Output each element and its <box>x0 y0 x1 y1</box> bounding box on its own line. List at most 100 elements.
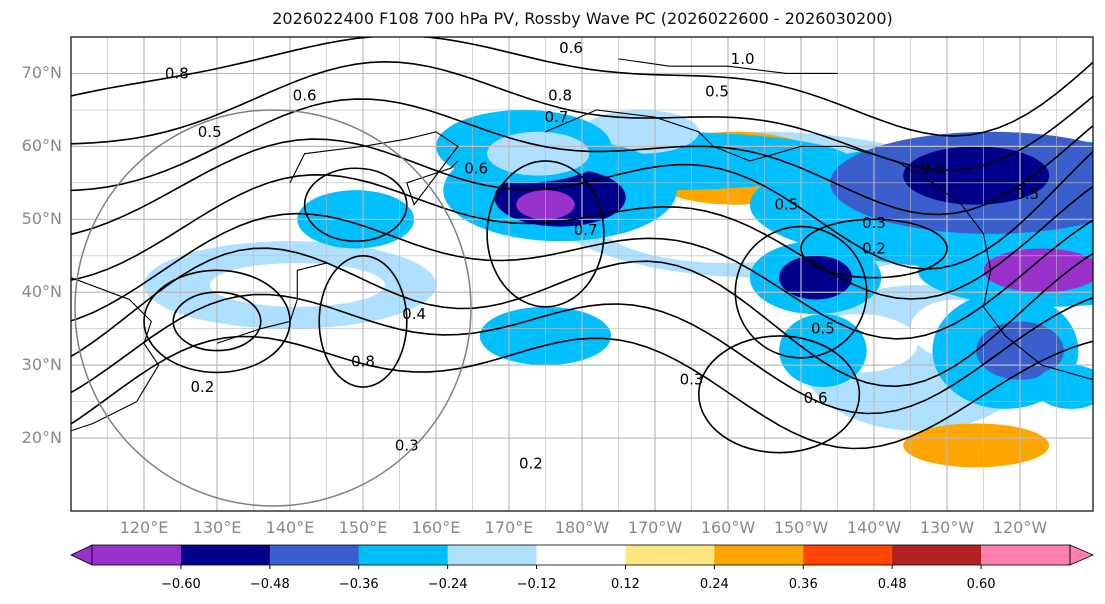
colorbar-tick-label: 0.60 <box>966 577 996 592</box>
pv-closed-contour <box>734 225 868 359</box>
colorbar-bin <box>536 545 626 565</box>
colorbar-bin <box>92 545 182 565</box>
colorbar-bin <box>269 545 360 565</box>
longitude-tick-label: 180°W <box>554 518 610 537</box>
contour-label: 0.5 <box>774 196 798 214</box>
pv-closed-contour <box>486 160 605 308</box>
pv-anomaly-patch <box>903 423 1050 468</box>
pv-contour <box>71 173 1093 300</box>
coastline-segment <box>618 58 838 75</box>
pv-contour <box>71 98 1093 216</box>
colorbar-extend-high <box>1069 544 1095 566</box>
pv-contour <box>71 138 1093 270</box>
pv-anomaly-patch <box>983 248 1093 293</box>
latitude-tick-label: 50°N <box>21 209 62 229</box>
longitude-tick-label: 130°E <box>192 518 242 537</box>
contour-label: 0.8 <box>548 86 572 104</box>
range-ring <box>74 109 472 507</box>
contour-label: 0.7 <box>574 221 598 239</box>
contour-label: 1.0 <box>731 50 755 68</box>
pv-anomaly-patch <box>779 255 853 300</box>
contour-label: 0.7 <box>545 108 569 126</box>
pv-contour <box>71 60 1093 171</box>
longitude-tick-label: 120°E <box>119 518 169 537</box>
contour-label: 0.6 <box>293 86 317 104</box>
contour-label: 0.8 <box>351 353 375 371</box>
colorbar-bin <box>714 545 804 565</box>
colorbar-tick-label: −0.24 <box>427 577 468 592</box>
colorbar-bin <box>447 545 538 565</box>
pv-closed-contour <box>800 218 948 279</box>
contour-label: 0.2 <box>519 455 543 473</box>
contour-label: 0.5 <box>1015 185 1039 203</box>
colorbar-tick-label: −0.12 <box>516 577 557 592</box>
longitude-tick-label: 150°W <box>773 518 829 537</box>
contour-label: 0.3 <box>395 436 419 454</box>
map-frame <box>70 36 1094 512</box>
pv-contour <box>71 293 1093 415</box>
latitude-tick-label: 70°N <box>21 63 62 83</box>
colorbar-bin <box>892 545 982 565</box>
colorbar-bin <box>625 545 715 565</box>
colorbar-tick-label: 0.48 <box>877 577 907 592</box>
colorbar-bin <box>358 545 449 565</box>
longitude-tick-label: 150°E <box>338 518 388 537</box>
contour-label: 0.8 <box>165 64 189 82</box>
latitude-tick-label: 30°N <box>21 355 62 375</box>
longitude-tick-label: 140°W <box>846 518 902 537</box>
colorbar <box>70 544 1095 569</box>
colorbar-tick-label: 0.24 <box>699 577 729 592</box>
contour-label: 0.2 <box>862 239 886 257</box>
contour-label: 0.2 <box>190 378 214 396</box>
latitude-tick-label: 60°N <box>21 136 62 156</box>
pv-closed-contour <box>172 291 262 352</box>
contour-labels: 0.6 1.0 0.8 0.6 0.5 0.8 0.7 0.5 0.6 0.5 0.5 0.5 0.3 0… <box>165 39 1039 473</box>
colorbar-tick-label: −0.60 <box>160 577 201 592</box>
pv-contour <box>71 247 1093 388</box>
contour-label: 0.6 <box>559 39 583 57</box>
colorbar-frame <box>91 544 1071 566</box>
colorbar-bin <box>803 545 893 565</box>
colorbar-bin <box>180 545 271 565</box>
colorbar-bin <box>981 545 1071 565</box>
coastline-segment <box>289 131 459 206</box>
contour-label: 0.3 <box>680 371 704 389</box>
colorbar-tick-label: 0.36 <box>788 577 818 592</box>
pv-anomaly-patch <box>1034 365 1093 409</box>
contour-label: 0.5 <box>705 83 729 101</box>
pv-contour <box>71 212 1093 340</box>
contour-label: 0.5 <box>811 320 835 338</box>
pv-contour-lines <box>71 37 1093 454</box>
chart-title: 2026022400 F108 700 hPa PV, Rossby Wave … <box>272 9 893 28</box>
longitude-tick-label: 160°E <box>411 518 461 537</box>
longitude-tick-label: 170°W <box>627 518 683 537</box>
contour-label: 0.5 <box>920 159 944 177</box>
pv-contour <box>71 335 1093 450</box>
longitude-tick-label: 120°W <box>992 518 1048 537</box>
contour-label: 0.4 <box>402 305 426 323</box>
contour-label: 0.6 <box>804 389 828 407</box>
pv-anomaly-patch <box>487 131 590 176</box>
longitude-tick-label: 160°W <box>700 518 756 537</box>
pv-anomaly-patch <box>582 109 699 154</box>
contour-label: 0.6 <box>464 159 488 177</box>
colorbar-tick-label: −0.48 <box>249 577 290 592</box>
contour-label: 0.5 <box>198 123 222 141</box>
longitude-tick-label: 170°E <box>484 518 534 537</box>
pv-closed-contour <box>697 335 861 454</box>
latitude-tick-label: 40°N <box>21 282 62 302</box>
pv-closed-contour <box>303 167 408 242</box>
longitude-tick-label: 140°E <box>265 518 315 537</box>
colorbar-tick-label: −0.36 <box>338 577 379 592</box>
pv-closed-contour <box>318 254 408 388</box>
pv-closed-contour <box>143 269 291 374</box>
pv-contour <box>71 37 1093 137</box>
colorbar-tick-label: 0.12 <box>610 577 640 592</box>
latitude-tick-label: 20°N <box>21 428 62 448</box>
coastline-segment <box>71 277 160 432</box>
contour-label: 0.3 <box>862 214 886 232</box>
longitude-tick-label: 130°W <box>919 518 975 537</box>
map-gridlines <box>71 37 1093 511</box>
colorbar-extend-low <box>70 544 93 566</box>
